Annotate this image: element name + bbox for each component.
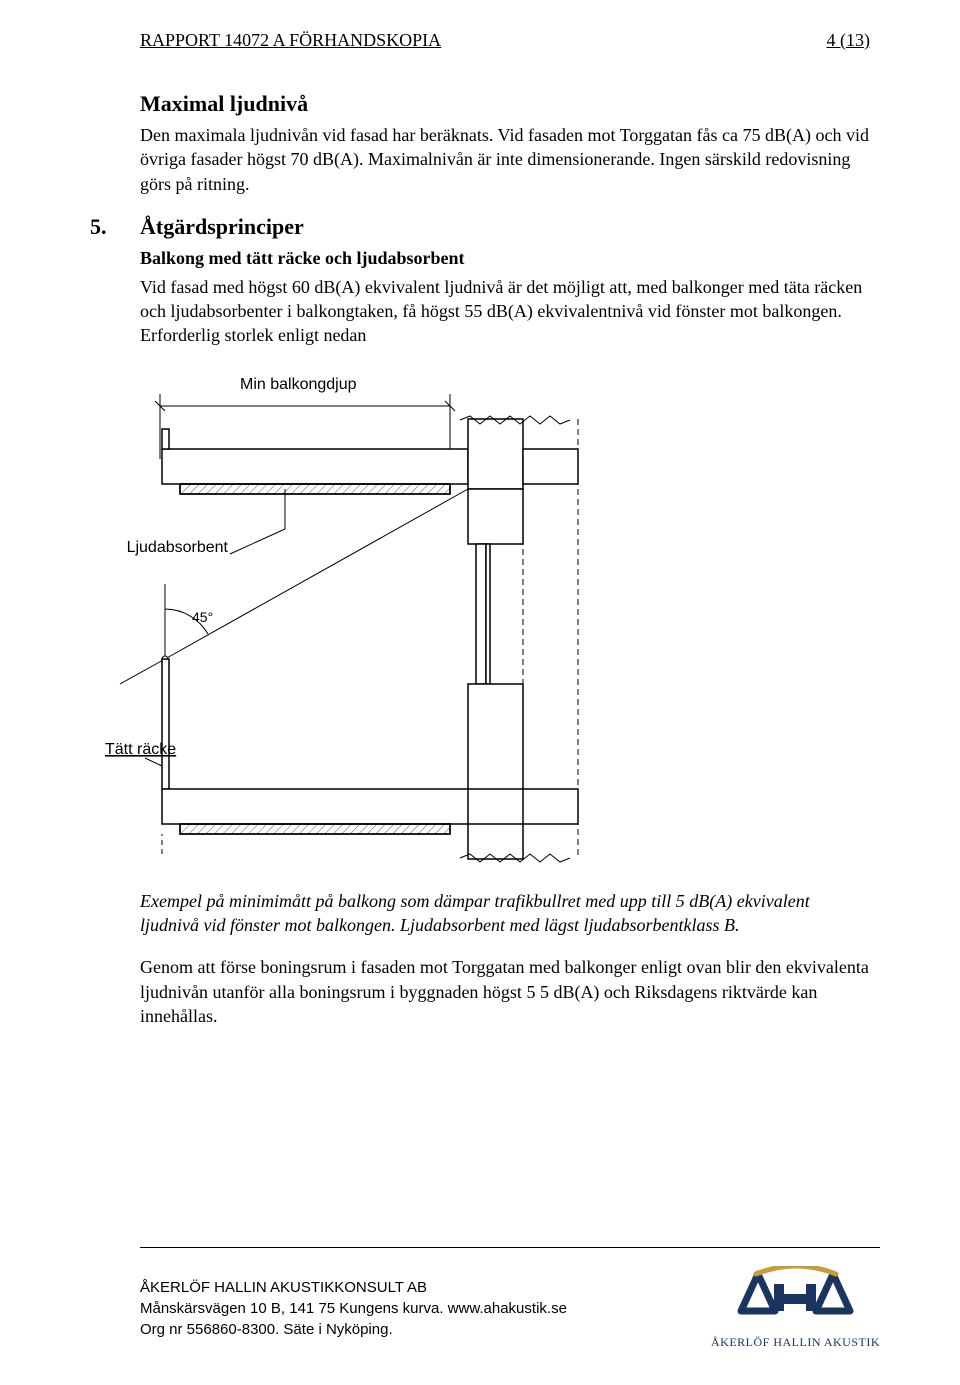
paragraph-balkong: Vid fasad med högst 60 dB(A) ekvivalent … xyxy=(140,275,870,348)
footer-logo-caption: ÅKERLÖF HALLIN AKUSTIK xyxy=(711,1335,880,1350)
aha-logo-icon xyxy=(726,1266,866,1326)
footer-address: Månskärsvägen 10 B, 141 75 Kungens kurva… xyxy=(140,1298,567,1319)
footer-orgnr: Org nr 556860-8300. Säte i Nyköping. xyxy=(140,1319,567,1340)
section-heading-atgard: 5.Åtgärdsprinciper xyxy=(140,214,870,240)
figure-label-racke: Tätt räcke xyxy=(105,741,176,758)
section-number: 5. xyxy=(90,214,140,240)
footer-text-block: ÅKERLÖF HALLIN AKUSTIKKONSULT AB Månskär… xyxy=(140,1277,567,1340)
subhead-balkong: Balkong med tätt räcke och ljudabsorbent xyxy=(140,248,870,269)
figure-label-ljudabsorbent: Ljudabsorbent xyxy=(127,539,229,556)
figure-caption-italic: Exempel på minimimått på balkong som däm… xyxy=(140,889,870,938)
footer-logo: ÅKERLÖF HALLIN AKUSTIK xyxy=(711,1266,880,1350)
figure-label-balkongdjup: Min balkongdjup xyxy=(240,376,357,393)
figure-label-angle: 45° xyxy=(192,609,213,625)
footer-rule xyxy=(140,1247,880,1248)
figure-balcony-section: Min balkongdjup xyxy=(100,354,870,879)
header-title: RAPPORT 14072 A FÖRHANDSKOPIA xyxy=(140,30,441,51)
paragraph-conclusion: Genom att förse boningsrum i fasaden mot… xyxy=(140,955,870,1028)
footer-company: ÅKERLÖF HALLIN AKUSTIKKONSULT AB xyxy=(140,1277,567,1298)
section-heading-maximal: Maximal ljudnivå xyxy=(140,91,870,117)
page-footer: ÅKERLÖF HALLIN AKUSTIKKONSULT AB Månskär… xyxy=(0,1247,960,1350)
balcony-diagram-svg: Min balkongdjup xyxy=(100,354,660,874)
section-title-text: Åtgärdsprinciper xyxy=(140,214,304,239)
section-paragraph-maximal: Den maximala ljudnivån vid fasad har ber… xyxy=(140,123,870,196)
page-header: RAPPORT 14072 A FÖRHANDSKOPIA 4 (13) xyxy=(140,30,870,51)
header-page-number: 4 (13) xyxy=(827,30,871,51)
page: RAPPORT 14072 A FÖRHANDSKOPIA 4 (13) Max… xyxy=(0,0,960,1385)
